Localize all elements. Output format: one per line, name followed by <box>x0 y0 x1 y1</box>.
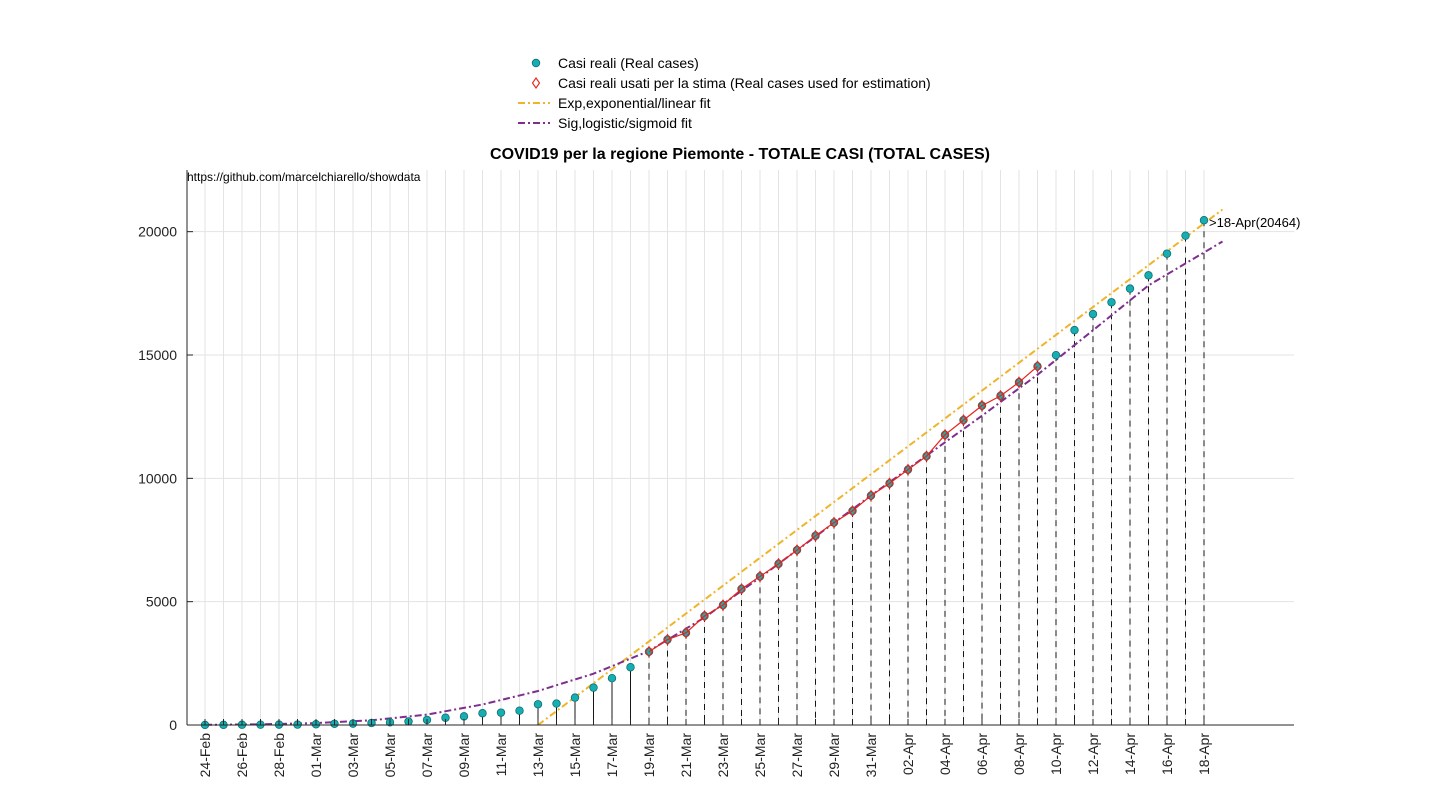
estimation-diamond <box>922 450 931 463</box>
x-tick-label: 18-Apr <box>1196 733 1212 775</box>
x-tick-label: 07-Mar <box>419 733 435 778</box>
data-point <box>1144 271 1153 280</box>
plot-area: 0 5000 10000 15000 20000 24-Feb 26-Feb 28-Feb 01… <box>138 170 1294 777</box>
legend-entry: Exp,exponential/linear fit <box>518 95 711 111</box>
data-point <box>533 700 543 709</box>
estimation-diamond <box>940 428 950 441</box>
x-tick-label: 28-Feb <box>271 733 287 778</box>
x-tick-label: 14-Apr <box>1122 733 1138 775</box>
x-tick-label: 11-Mar <box>493 733 509 777</box>
legend-label: Exp,exponential/linear fit <box>558 95 711 111</box>
data-point <box>1088 309 1098 319</box>
estimation-diamond <box>829 516 839 529</box>
legend-marker-circle <box>531 58 541 68</box>
x-tick-label: 23-Mar <box>715 733 731 778</box>
x-tick-label: 21-Mar <box>678 733 694 778</box>
drop-lines <box>204 220 1205 725</box>
estimation-diamond <box>996 389 1005 402</box>
x-tick-label: 27-Mar <box>789 733 805 778</box>
legend-label: Sig,logistic/sigmoid fit <box>558 115 692 131</box>
estimation-diamond <box>977 399 987 412</box>
x-tick-label: 19-Mar <box>641 733 657 778</box>
x-tick-label: 06-Apr <box>974 733 990 775</box>
x-tick-label: 25-Mar <box>752 733 768 778</box>
x-tick-label: 29-Mar <box>826 733 842 778</box>
estimation-diamond <box>755 570 765 583</box>
estimation-diamond <box>644 645 654 658</box>
last-value-annotation: >18-Apr(20464) <box>1209 215 1300 230</box>
x-tick-label: 04-Apr <box>937 733 953 775</box>
legend-entry: Sig,logistic/sigmoid fit <box>518 115 692 131</box>
data-point <box>1107 298 1116 307</box>
estimation-diamond <box>866 489 876 502</box>
legend-label: Casi reali usati per la stima (Real case… <box>558 75 931 91</box>
x-tick-label: 08-Apr <box>1011 733 1027 775</box>
legend-label: Casi reali (Real cases) <box>558 55 699 71</box>
x-tick-label: 05-Mar <box>382 733 398 778</box>
x-tick-label: 01-Mar <box>308 733 324 778</box>
estimation-diamond <box>885 477 894 490</box>
y-tick-label: 10000 <box>138 470 177 486</box>
x-tick-label: 16-Apr <box>1159 733 1175 775</box>
legend: Casi reali (Real cases) Casi reali usati … <box>518 55 931 131</box>
data-point <box>478 709 487 718</box>
x-tick-label: 02-Apr <box>900 733 916 775</box>
legend-marker-diamond <box>531 77 541 89</box>
legend-entry: Casi reali (Real cases) <box>531 55 699 71</box>
estimation-diamond <box>811 529 820 542</box>
y-tick-label: 5000 <box>146 594 177 610</box>
estimation-line <box>648 365 1038 653</box>
x-tick-label: 13-Mar <box>530 733 546 778</box>
data-point <box>570 693 580 702</box>
data-point <box>515 706 524 715</box>
x-tick-label: 15-Mar <box>567 733 583 778</box>
estimation-diamond <box>792 544 802 557</box>
estimation-markers <box>644 360 1042 658</box>
estimation-diamond <box>700 610 709 622</box>
estimation-diamond <box>681 626 691 639</box>
x-tick-label: 10-Apr <box>1048 733 1064 775</box>
y-tick-label: 15000 <box>138 347 177 363</box>
data-point <box>1199 216 1209 225</box>
x-tick-label: 31-Mar <box>863 733 879 778</box>
data-point <box>1070 325 1079 335</box>
data-point <box>607 674 617 683</box>
data-point <box>626 663 635 672</box>
estimation-diamond <box>1033 360 1042 373</box>
data-point <box>552 699 561 708</box>
estimation-diamond <box>718 599 728 612</box>
data-point <box>1051 350 1061 360</box>
y-tick-label: 20000 <box>138 224 177 240</box>
x-tick-label: 17-Mar <box>604 733 620 778</box>
axes <box>186 170 1294 726</box>
source-url: https://github.com/marcelchiarello/showd… <box>187 170 421 184</box>
y-tick-label: 0 <box>169 717 177 733</box>
estimation-diamond <box>663 633 672 646</box>
estimation-diamond <box>774 557 783 570</box>
x-tick-label: 26-Feb <box>234 733 250 778</box>
estimation-diamond <box>848 504 857 517</box>
estimation-diamond <box>737 583 746 595</box>
data-point <box>589 683 598 692</box>
tick-labels: 0 5000 10000 15000 20000 24-Feb 26-Feb 28-Feb 01… <box>138 224 1212 778</box>
x-tick-label: 24-Feb <box>197 733 213 778</box>
estimation-diamond <box>1014 376 1024 389</box>
x-tick-label: 09-Mar <box>456 733 472 778</box>
legend-entry: Casi reali usati per la stima (Real case… <box>531 75 931 91</box>
data-point <box>1181 231 1190 240</box>
x-tick-label: 12-Apr <box>1085 733 1101 775</box>
data-point <box>1162 249 1172 258</box>
estimation-diamond <box>959 414 968 427</box>
data-point <box>496 708 506 717</box>
x-tick-label: 03-Mar <box>345 733 361 778</box>
estimation-diamond <box>903 463 913 476</box>
chart-title: COVID19 per la regione Piemonte - TOTALE… <box>490 146 990 163</box>
data-point <box>1125 284 1135 293</box>
